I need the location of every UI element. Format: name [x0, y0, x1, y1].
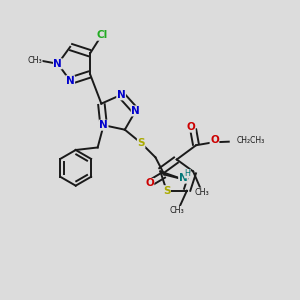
Text: CH₃: CH₃ [28, 56, 42, 65]
Text: S: S [137, 138, 145, 148]
Text: CH₃: CH₃ [170, 206, 184, 215]
Text: S: S [163, 186, 170, 196]
Text: O: O [210, 136, 219, 146]
Text: N: N [66, 76, 75, 86]
Text: N: N [131, 106, 140, 116]
Text: N: N [117, 90, 125, 100]
Text: N: N [179, 173, 188, 183]
Text: O: O [145, 178, 154, 188]
Text: CH₃: CH₃ [195, 188, 209, 197]
Text: Cl: Cl [97, 30, 108, 40]
Text: CH₂CH₃: CH₂CH₃ [236, 136, 264, 145]
Text: H: H [184, 169, 190, 178]
Text: N: N [53, 59, 62, 69]
Text: N: N [99, 120, 108, 130]
Text: O: O [186, 122, 195, 132]
